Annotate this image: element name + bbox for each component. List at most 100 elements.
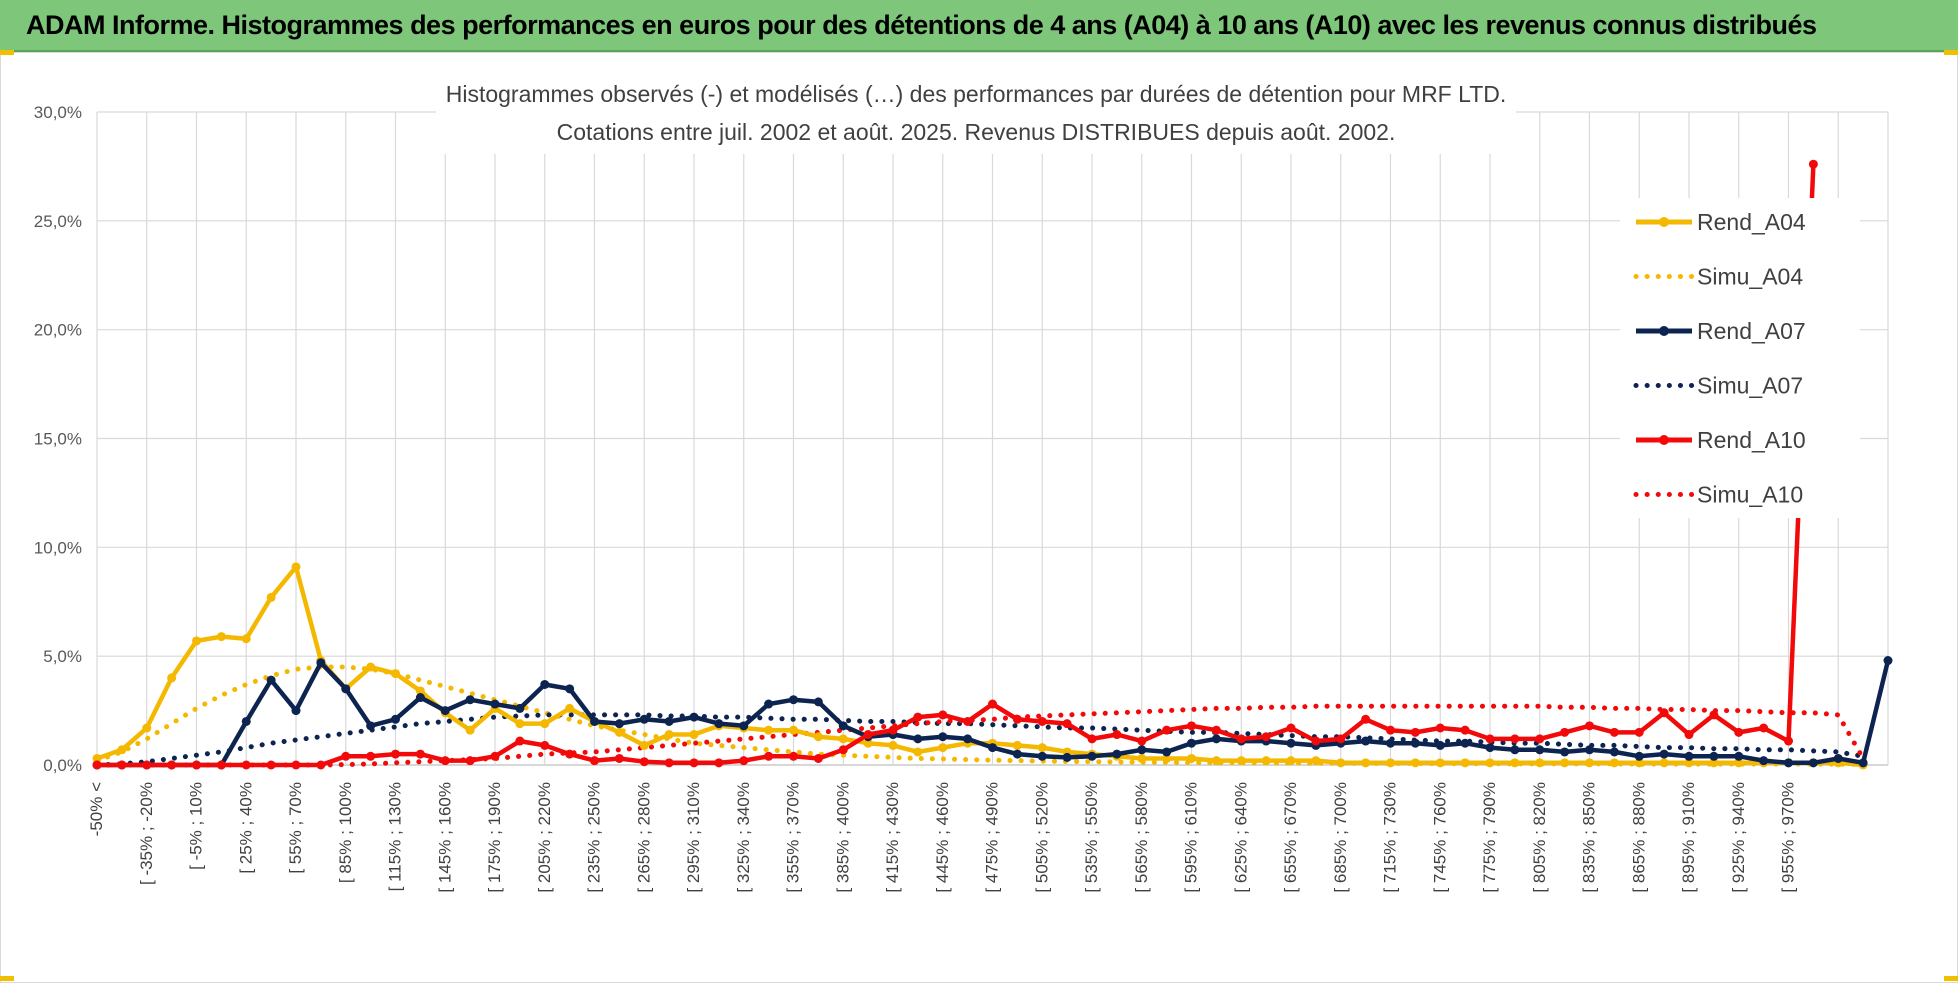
data-point-rend_a07 <box>938 732 948 742</box>
data-point-rend_a10 <box>1112 730 1122 740</box>
data-point-rend_a10 <box>1485 734 1495 744</box>
data-point-rend_a10 <box>988 699 997 709</box>
x-tick-label: [ 775% ; 790% <box>1480 782 1499 893</box>
data-point-rend_a07 <box>565 684 575 694</box>
data-point-rend_a04 <box>1535 758 1545 768</box>
x-tick-label: [ 535% ; 550% <box>1082 782 1101 893</box>
data-point-rend_a10 <box>1162 725 1172 735</box>
data-point-rend_a07 <box>1535 745 1545 755</box>
data-point-rend_a10 <box>639 757 649 767</box>
x-tick-label: [ 595% ; 610% <box>1182 782 1201 893</box>
data-point-rend_a07 <box>1435 740 1445 750</box>
data-point-rend_a04 <box>1734 758 1744 768</box>
data-point-rend_a04 <box>789 725 798 735</box>
data-point-rend_a07 <box>515 703 525 713</box>
data-point-rend_a10 <box>614 753 624 763</box>
data-point-rend_a07 <box>714 719 724 729</box>
data-point-rend_a07 <box>1585 745 1594 755</box>
x-tick-label: [ 955% ; 970% <box>1779 782 1798 893</box>
data-point-rend_a10 <box>838 745 848 755</box>
data-point-rend_a07 <box>1560 747 1570 757</box>
data-point-rend_a07 <box>366 721 376 731</box>
data-point-rend_a10 <box>142 760 152 770</box>
x-tick-label: [ 655% ; 670% <box>1281 782 1300 893</box>
data-point-rend_a10 <box>117 760 127 770</box>
corner-marker-top-right <box>1944 50 1958 55</box>
x-tick-label: [ 925% ; 940% <box>1729 782 1748 893</box>
legend-marker <box>1659 326 1669 336</box>
legend-background <box>1620 198 1860 518</box>
data-point-rend_a04 <box>1386 758 1395 768</box>
series-line-simu_a07 <box>94 712 1866 768</box>
data-point-rend_a10 <box>1211 725 1221 735</box>
data-point-rend_a04 <box>1187 753 1196 763</box>
header-banner: ADAM Informe. Histogrammes des performan… <box>0 0 1958 52</box>
data-point-rend_a07 <box>291 706 301 716</box>
data-point-rend_a07 <box>1361 736 1371 746</box>
legend-label: Rend_A07 <box>1697 318 1806 344</box>
data-point-rend_a10 <box>813 753 823 763</box>
data-point-rend_a07 <box>639 714 649 724</box>
data-point-rend_a07 <box>440 706 450 716</box>
y-tick-label: 25,0% <box>34 212 82 231</box>
data-point-rend_a10 <box>341 751 351 761</box>
data-point-rend_a04 <box>1585 758 1594 768</box>
data-point-rend_a04 <box>614 727 624 737</box>
data-point-rend_a04 <box>1336 758 1346 768</box>
data-point-rend_a07 <box>1659 749 1669 759</box>
x-tick-label: [ 175% ; 190% <box>485 782 504 893</box>
data-point-rend_a10 <box>1062 719 1072 729</box>
data-point-rend_a10 <box>1012 714 1022 724</box>
data-point-rend_a04 <box>1037 743 1047 753</box>
x-tick-label: [ 625% ; 640% <box>1231 782 1250 893</box>
data-point-rend_a04 <box>167 673 177 683</box>
data-point-rend_a10 <box>963 716 973 726</box>
data-point-rend_a04 <box>1012 740 1022 750</box>
data-point-rend_a10 <box>1784 736 1793 746</box>
data-point-rend_a10 <box>888 725 898 735</box>
data-point-rend_a04 <box>1236 756 1246 766</box>
series-line-rend_a10 <box>97 164 1816 768</box>
data-point-rend_a10 <box>291 760 301 770</box>
data-point-rend_a10 <box>1759 723 1769 733</box>
data-point-rend_a10 <box>1087 734 1097 744</box>
data-point-rend_a07 <box>1137 745 1147 755</box>
data-point-rend_a07 <box>1087 751 1097 761</box>
data-point-rend_a07 <box>1460 738 1470 748</box>
data-point-rend_a04 <box>1684 758 1694 768</box>
data-point-rend_a10 <box>1311 736 1321 746</box>
x-tick-label: [ 115% ; 130% <box>386 782 405 891</box>
data-point-rend_a07 <box>1833 753 1843 763</box>
data-point-rend_a10 <box>515 736 525 746</box>
y-tick-label: 15,0% <box>34 430 82 449</box>
data-point-rend_a07 <box>316 658 326 668</box>
x-tick-label: [ 415% ; 430% <box>883 782 902 893</box>
data-point-rend_a07 <box>988 743 997 753</box>
y-tick-label: 30,0% <box>34 103 82 122</box>
y-axis-ticks: 0,0% 5,0% 10,0% 15,0% 20,0% 25,0% 30,0% <box>34 103 82 775</box>
data-point-rend_a07 <box>1759 756 1769 766</box>
series-line-simu_a10 <box>94 703 1866 768</box>
x-tick-label: [ 835% ; 850% <box>1580 782 1599 893</box>
x-tick-label: [ 205% ; 220% <box>535 782 554 893</box>
data-point-rend_a10 <box>192 760 201 770</box>
data-point-rend_a04 <box>565 703 575 713</box>
legend-label: Rend_A04 <box>1697 209 1806 235</box>
data-point-rend_a07 <box>1485 743 1495 753</box>
data-point-rend_a07 <box>1062 752 1072 762</box>
data-point-rend_a04 <box>888 740 898 750</box>
y-tick-label: 0,0% <box>43 756 82 775</box>
data-point-rend_a04 <box>1510 758 1520 768</box>
data-point-rend_a10 <box>415 749 425 759</box>
data-point-rend_a10 <box>1585 721 1594 731</box>
data-point-rend_a07 <box>1112 749 1122 759</box>
x-tick-label: [ 565% ; 580% <box>1132 782 1151 893</box>
data-point-rend_a04 <box>465 725 475 735</box>
x-tick-label: [ 385% ; 400% <box>833 782 852 893</box>
data-point-rend_a04 <box>540 719 550 729</box>
data-point-rend_a07 <box>1187 738 1196 748</box>
data-point-rend_a10 <box>1634 727 1644 737</box>
data-point-rend_a04 <box>938 743 948 753</box>
data-point-rend_a07 <box>1286 738 1296 748</box>
data-point-rend_a04 <box>1211 756 1221 766</box>
